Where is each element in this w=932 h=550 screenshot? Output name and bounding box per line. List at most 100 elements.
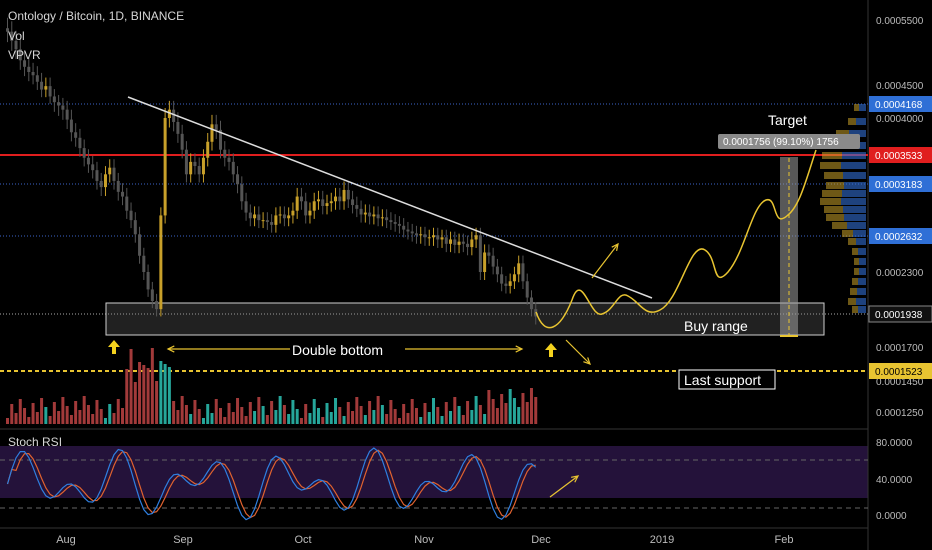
time-tick-label: Dec bbox=[531, 534, 551, 546]
candle-body bbox=[227, 157, 231, 162]
vpvr-bar-up bbox=[852, 278, 858, 285]
stoch-rsi-tick-label: 80.0000 bbox=[876, 438, 913, 449]
candle-body bbox=[432, 235, 435, 238]
candle-body bbox=[512, 274, 516, 282]
candle-body bbox=[236, 174, 240, 185]
candle-body bbox=[214, 124, 218, 130]
candle-body bbox=[6, 28, 9, 32]
volume-bar bbox=[121, 408, 125, 424]
breakout-up-arrow-head bbox=[611, 242, 619, 251]
volume-bar bbox=[214, 399, 218, 424]
volume-bar bbox=[457, 406, 461, 424]
volume-bar bbox=[40, 398, 44, 424]
volume-bar bbox=[150, 348, 154, 424]
volume-bar bbox=[402, 404, 406, 424]
volume-bar bbox=[376, 396, 380, 424]
volume-bar bbox=[172, 401, 176, 424]
volume-bar bbox=[517, 407, 521, 424]
volume-bar bbox=[159, 361, 163, 424]
volume-bar bbox=[74, 401, 78, 424]
volume-bar bbox=[184, 405, 188, 424]
candle-body bbox=[423, 234, 427, 238]
vpvr-bar-down bbox=[856, 298, 866, 305]
candle-body bbox=[86, 157, 90, 165]
price-label-box bbox=[869, 147, 932, 163]
candle-body bbox=[231, 161, 235, 175]
candle-body bbox=[112, 167, 116, 181]
volume-bar bbox=[219, 408, 222, 424]
volume-bar bbox=[236, 398, 240, 424]
vpvr-bar-down bbox=[841, 162, 866, 169]
price-label-text: 0.0001523 bbox=[875, 367, 923, 378]
candle-body bbox=[291, 210, 295, 216]
vpvr-bar-down bbox=[857, 288, 866, 295]
candle-body bbox=[219, 129, 222, 150]
volume-bar bbox=[274, 410, 278, 424]
last-support-annotation: Last support bbox=[684, 372, 761, 388]
candle-body bbox=[363, 212, 367, 215]
volume-bar bbox=[474, 396, 478, 424]
price-label-text: 0.0003533 bbox=[875, 151, 923, 162]
volume-bar bbox=[193, 400, 197, 424]
volume-bar bbox=[27, 417, 31, 424]
vpvr-bar-up bbox=[826, 182, 844, 189]
volume-bar bbox=[253, 411, 257, 424]
volume-bar bbox=[478, 405, 482, 424]
volume-bar bbox=[304, 404, 308, 424]
volume-bar bbox=[155, 381, 159, 424]
candle-body bbox=[491, 255, 495, 267]
volume-bar bbox=[210, 413, 214, 424]
candle-body bbox=[133, 220, 137, 235]
vpvr-indicator-label: VPVR bbox=[8, 48, 41, 62]
volume-bar bbox=[525, 402, 529, 424]
measure-label-box bbox=[718, 134, 860, 149]
candle-body bbox=[65, 109, 69, 120]
candle-body bbox=[142, 255, 146, 272]
vpvr-bar-up bbox=[854, 258, 859, 265]
candle-body bbox=[368, 212, 372, 217]
candle-body bbox=[197, 166, 201, 175]
vpvr-bar-up bbox=[832, 222, 847, 229]
candle-body bbox=[304, 201, 308, 216]
candle-body bbox=[529, 297, 533, 310]
vpvr-bar-up bbox=[852, 248, 858, 255]
candle-body bbox=[14, 40, 18, 50]
volume-bar bbox=[44, 407, 48, 424]
volume-bar bbox=[495, 408, 499, 424]
candle-body bbox=[82, 148, 86, 158]
volume-bar bbox=[31, 403, 35, 424]
breakdown-arrow-head bbox=[583, 357, 591, 365]
volume-bar bbox=[112, 413, 116, 424]
candle-body bbox=[150, 289, 154, 302]
vpvr-bar-up bbox=[820, 162, 841, 169]
vpvr-bar-down bbox=[847, 222, 866, 229]
vpvr-bar-down bbox=[858, 248, 866, 255]
vpvr-bar-down bbox=[844, 214, 866, 221]
volume-bar bbox=[338, 407, 342, 424]
time-tick-label: 2019 bbox=[650, 534, 674, 546]
vpvr-bar-up bbox=[852, 306, 858, 313]
volume-bar bbox=[504, 403, 508, 424]
volume-bar bbox=[52, 402, 56, 424]
volume-bar bbox=[95, 400, 99, 424]
bottom-marker-2 bbox=[545, 343, 557, 357]
price-label-box bbox=[869, 228, 932, 244]
candle-body bbox=[223, 149, 227, 158]
candle-body bbox=[385, 217, 389, 221]
candle-body bbox=[78, 137, 82, 149]
candle-body bbox=[440, 237, 444, 240]
candle-body bbox=[397, 223, 401, 226]
vpvr-bar-down bbox=[842, 152, 866, 159]
price-tick-label: 0.0005500 bbox=[876, 16, 924, 27]
price-tick-label: 0.0001450 bbox=[876, 377, 924, 388]
candle-body bbox=[351, 199, 355, 206]
candle-body bbox=[321, 199, 325, 206]
stoch-rsi-up-arrow bbox=[549, 475, 579, 498]
volume-bar bbox=[65, 406, 69, 424]
candle-body bbox=[478, 235, 482, 272]
candle-body bbox=[444, 237, 448, 244]
volume-bar bbox=[18, 399, 22, 424]
candle-body bbox=[342, 189, 346, 202]
vpvr-bar-down bbox=[843, 172, 866, 179]
